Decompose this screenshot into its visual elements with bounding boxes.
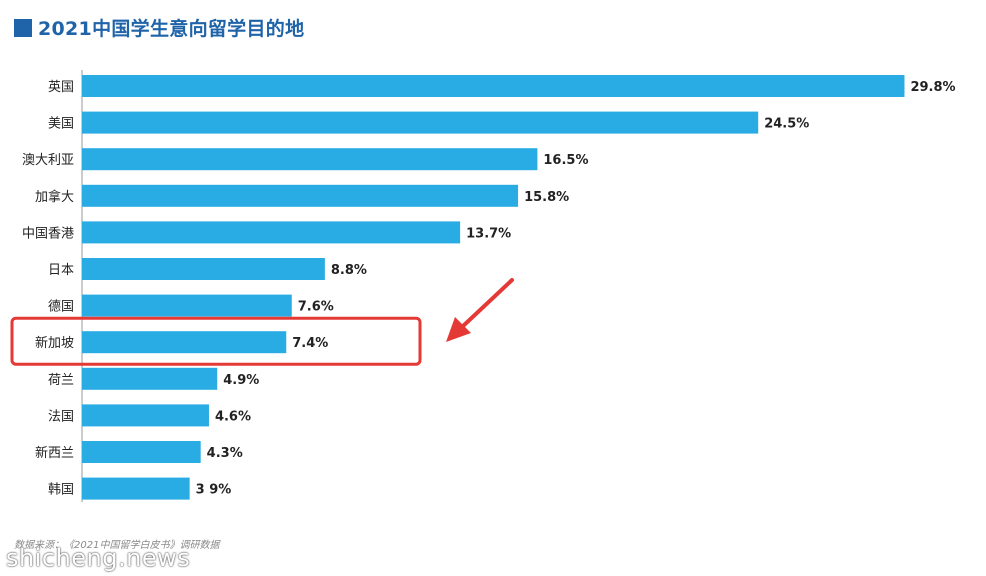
category-label: 荷兰 <box>48 373 74 388</box>
highlight-box <box>10 316 422 366</box>
value-label: 16.5% <box>543 153 588 168</box>
bar-1 <box>82 111 759 134</box>
category-label: 美国 <box>48 117 74 132</box>
bar-8 <box>82 367 218 390</box>
bar-3 <box>82 184 519 207</box>
value-label: 8.8% <box>331 263 367 278</box>
value-label: 7.4% <box>292 336 328 351</box>
value-label: 15.8% <box>524 190 569 205</box>
category-label: 日本 <box>48 263 74 278</box>
category-label: 新加坡 <box>35 335 74 351</box>
bar-10 <box>82 441 201 463</box>
value-label: 3 9% <box>196 483 232 498</box>
bar-11 <box>82 477 190 500</box>
category-label: 韩国 <box>48 483 74 498</box>
value-label: 24.5% <box>764 117 809 132</box>
category-label: 澳大利亚 <box>22 152 74 168</box>
category-label: 新西兰 <box>35 445 74 461</box>
bar-9 <box>82 404 209 427</box>
source-note: 数据来源：《2021中国留学白皮书》调研数据 <box>14 540 220 551</box>
value-label: 7.6% <box>298 300 334 315</box>
category-label: 中国香港 <box>22 226 74 241</box>
bar-5 <box>82 258 325 280</box>
value-label: 29.8% <box>910 80 955 95</box>
watermark: shicheng.news <box>6 544 191 572</box>
title-square-icon <box>14 18 32 37</box>
bar-4 <box>82 221 461 244</box>
bar-7 <box>82 331 287 354</box>
chart-title-group: 2021中国学生意向留学目的地 <box>14 14 304 41</box>
value-label: 13.7% <box>466 226 511 241</box>
highlight-arrow-icon <box>446 278 514 342</box>
bar-2 <box>82 148 538 171</box>
value-label: 4.9% <box>223 373 259 388</box>
category-label: 英国 <box>48 80 74 95</box>
value-label: 4.3% <box>207 446 243 461</box>
category-label: 德国 <box>48 300 74 315</box>
value-label: 4.6% <box>215 409 251 424</box>
category-label: 加拿大 <box>35 189 74 205</box>
bar-0 <box>82 75 905 97</box>
category-label: 法国 <box>48 409 74 424</box>
bar-6 <box>82 294 292 317</box>
chart-title: 2021中国学生意向留学目的地 <box>38 18 305 40</box>
